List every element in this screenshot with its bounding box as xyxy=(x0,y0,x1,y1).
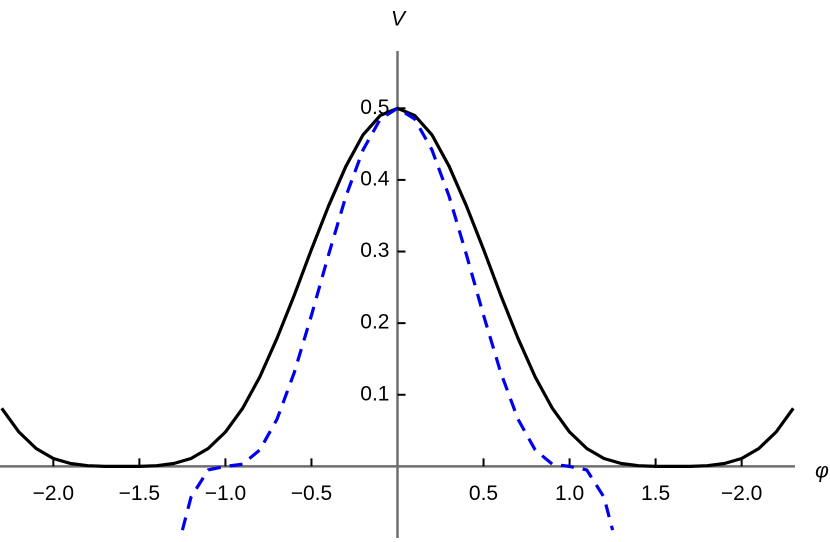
curve xyxy=(180,106,615,531)
axes: −2.0 −1.5 −1.0 −0.5 0.5 1.0 1.5 −2.0 0.1 0.2 0.3 0.… xyxy=(0,51,795,538)
y-tick-label: 0.5 xyxy=(360,96,389,119)
x-axis-label: φ xyxy=(815,460,829,483)
x-tick-label: 1.0 xyxy=(555,482,584,505)
y-tick-label: 0.2 xyxy=(360,311,389,334)
y-tick-label: 0.4 xyxy=(360,167,390,190)
y-axis-label: V xyxy=(391,8,407,31)
x-tick-label: 0.5 xyxy=(469,482,498,505)
plot-area xyxy=(0,106,795,531)
x-tick-label: −0.5 xyxy=(291,482,332,505)
x-tick-label: −2.0 xyxy=(721,482,762,505)
x-tick-label: 1.5 xyxy=(641,482,670,505)
curve xyxy=(0,106,795,468)
x-tick-label: −1.0 xyxy=(205,482,246,505)
y-tick-label: 0.3 xyxy=(360,239,389,262)
x-tick-label: −1.5 xyxy=(119,482,160,505)
x-tick-label: −2.0 xyxy=(33,482,74,505)
y-tick-label: 0.1 xyxy=(360,382,389,405)
